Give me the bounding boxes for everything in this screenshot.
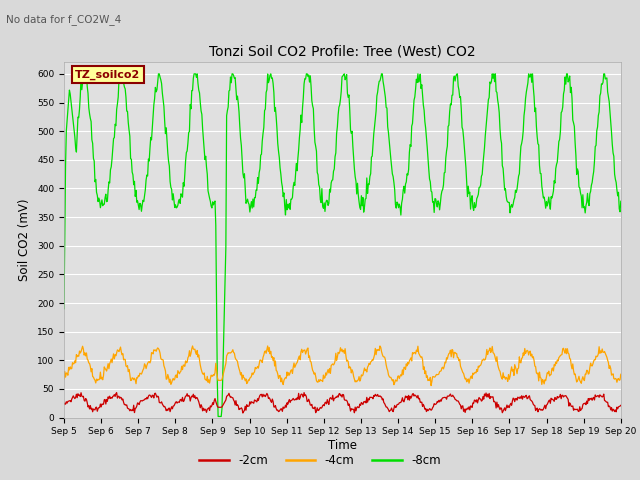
Title: Tonzi Soil CO2 Profile: Tree (West) CO2: Tonzi Soil CO2 Profile: Tree (West) CO2 — [209, 45, 476, 59]
X-axis label: Time: Time — [328, 439, 357, 452]
Text: No data for f_CO2W_4: No data for f_CO2W_4 — [6, 14, 122, 25]
Y-axis label: Soil CO2 (mV): Soil CO2 (mV) — [19, 199, 31, 281]
Text: TZ_soilco2: TZ_soilco2 — [75, 70, 140, 80]
Legend: -2cm, -4cm, -8cm: -2cm, -4cm, -8cm — [195, 449, 445, 472]
